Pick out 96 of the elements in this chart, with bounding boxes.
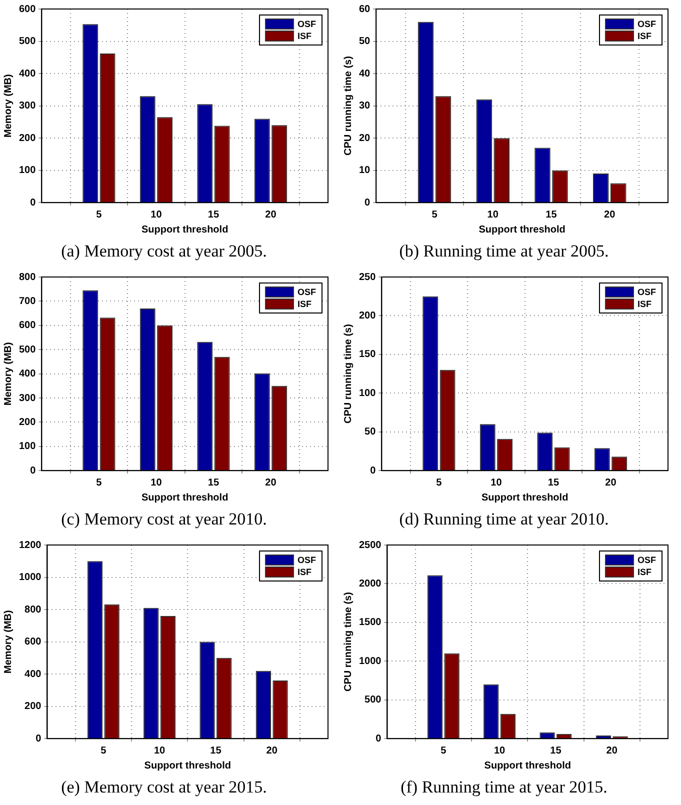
y-tick-label: 150	[358, 349, 376, 360]
x-axis-title: Support threshold	[142, 492, 228, 504]
y-tick-label: 300	[18, 100, 36, 112]
text: (a) Memory cost at year 2005.	[61, 241, 267, 260]
x-tick-label: 15	[210, 745, 222, 756]
x-tick-label: 5	[436, 477, 442, 488]
x-tick-label: 20	[606, 745, 618, 756]
x-tick-label: 15	[208, 209, 220, 220]
y-tick-label: 100	[358, 388, 376, 399]
y-axis-title: Memory (MB)	[2, 74, 14, 138]
y-axis-title: CPU running time (s)	[342, 324, 354, 424]
y-tick-label: 600	[24, 636, 42, 648]
y-tick-label: 400	[18, 368, 36, 380]
text: (d) Running time at year 2010.	[399, 509, 609, 528]
legend-label: ISF	[638, 298, 652, 309]
y-tick-label: 2000	[358, 578, 382, 590]
legend-label: OSF	[298, 18, 316, 29]
y-tick-label: 700	[18, 296, 36, 307]
y-tick-label: 100	[18, 165, 36, 176]
y-tick-label: 1500	[358, 617, 382, 628]
y-tick-label: 50	[359, 36, 371, 48]
legend-label: OSF	[638, 18, 656, 29]
x-tick-label: 10	[490, 477, 502, 488]
x-tick-label: 5	[96, 209, 102, 220]
y-tick-label: 200	[358, 310, 376, 322]
x-tick-label: 20	[266, 745, 278, 756]
x-axis-title: Support threshold	[142, 224, 228, 236]
legend-label: ISF	[638, 566, 652, 577]
x-tick-label: 20	[265, 209, 277, 220]
y-tick-label: 1200	[18, 540, 42, 551]
y-tick-label: 0	[364, 197, 371, 208]
y-tick-label: 20	[359, 132, 371, 144]
x-tick-label: 10	[487, 209, 499, 220]
y-tick-label: 200	[24, 701, 42, 712]
x-tick-label: 10	[154, 745, 166, 756]
text: (e) Memory cost at year 2015.	[61, 777, 267, 796]
y-tick-label: 500	[18, 344, 36, 356]
x-axis-title: Support threshold	[144, 760, 231, 772]
y-tick-label: 0	[36, 733, 42, 744]
y-tick-label: 100	[18, 441, 36, 452]
y-tick-label: 0	[376, 733, 382, 744]
y-axis-title: Memory (MB)	[2, 610, 14, 674]
y-tick-label: 30	[359, 100, 371, 112]
y-tick-label: 50	[364, 426, 376, 438]
y-tick-label: 0	[30, 465, 36, 476]
y-tick-label: 1000	[358, 656, 382, 667]
y-tick-label: 600	[18, 320, 36, 332]
y-tick-label: 400	[18, 68, 36, 80]
x-tick-label: 5	[100, 745, 107, 756]
x-tick-label: 10	[494, 745, 506, 756]
y-axis-title: CPU running time (s)	[342, 592, 354, 692]
text: (c) Memory cost at year 2010.	[61, 509, 267, 528]
x-tick-label: 15	[548, 477, 560, 488]
legend-label: OSF	[638, 286, 656, 297]
text: (f) Running time at year 2015.	[400, 777, 608, 796]
text: (b) Running time at year 2005.	[399, 241, 609, 260]
y-tick-label: 0	[30, 197, 36, 208]
x-axis-title: Support threshold	[484, 760, 571, 772]
legend-label: OSF	[298, 286, 316, 297]
y-tick-label: 40	[359, 68, 371, 80]
legend-label: ISF	[638, 30, 652, 41]
y-tick-label: 250	[358, 272, 376, 283]
x-tick-label: 10	[150, 209, 162, 220]
legend-label: ISF	[298, 298, 312, 309]
y-tick-label: 60	[359, 4, 371, 15]
y-tick-label: 800	[18, 272, 36, 283]
x-axis-title: Support threshold	[478, 224, 566, 236]
y-tick-label: 200	[18, 416, 36, 428]
y-tick-label: 500	[18, 36, 36, 48]
x-tick-label: 15	[550, 745, 562, 756]
x-tick-label: 5	[96, 477, 102, 488]
y-tick-label: 800	[24, 604, 42, 616]
legend-label: OSF	[638, 554, 656, 565]
x-tick-label: 20	[604, 209, 616, 220]
y-axis-title: Memory (MB)	[2, 342, 14, 406]
y-axis-title: CPU running time (s)	[342, 56, 354, 156]
y-tick-label: 500	[364, 694, 382, 706]
y-tick-label: 10	[359, 165, 371, 176]
x-tick-label: 10	[150, 477, 162, 488]
x-tick-label: 5	[440, 745, 447, 756]
legend-label: ISF	[298, 30, 312, 41]
y-tick-label: 2500	[358, 540, 382, 551]
x-axis-title: Support threshold	[482, 492, 568, 504]
x-tick-label: 15	[208, 477, 220, 488]
y-tick-label: 0	[370, 465, 376, 476]
x-tick-label: 5	[432, 209, 438, 220]
y-tick-label: 300	[18, 392, 36, 404]
legend-label: OSF	[298, 554, 316, 565]
legend-label: ISF	[298, 566, 312, 577]
y-tick-label: 400	[24, 668, 42, 680]
y-tick-label: 1000	[18, 572, 42, 584]
x-tick-label: 20	[605, 477, 617, 488]
y-tick-label: 600	[18, 4, 36, 15]
x-tick-label: 20	[265, 477, 277, 488]
x-tick-label: 15	[546, 209, 558, 220]
y-tick-label: 200	[18, 132, 36, 144]
